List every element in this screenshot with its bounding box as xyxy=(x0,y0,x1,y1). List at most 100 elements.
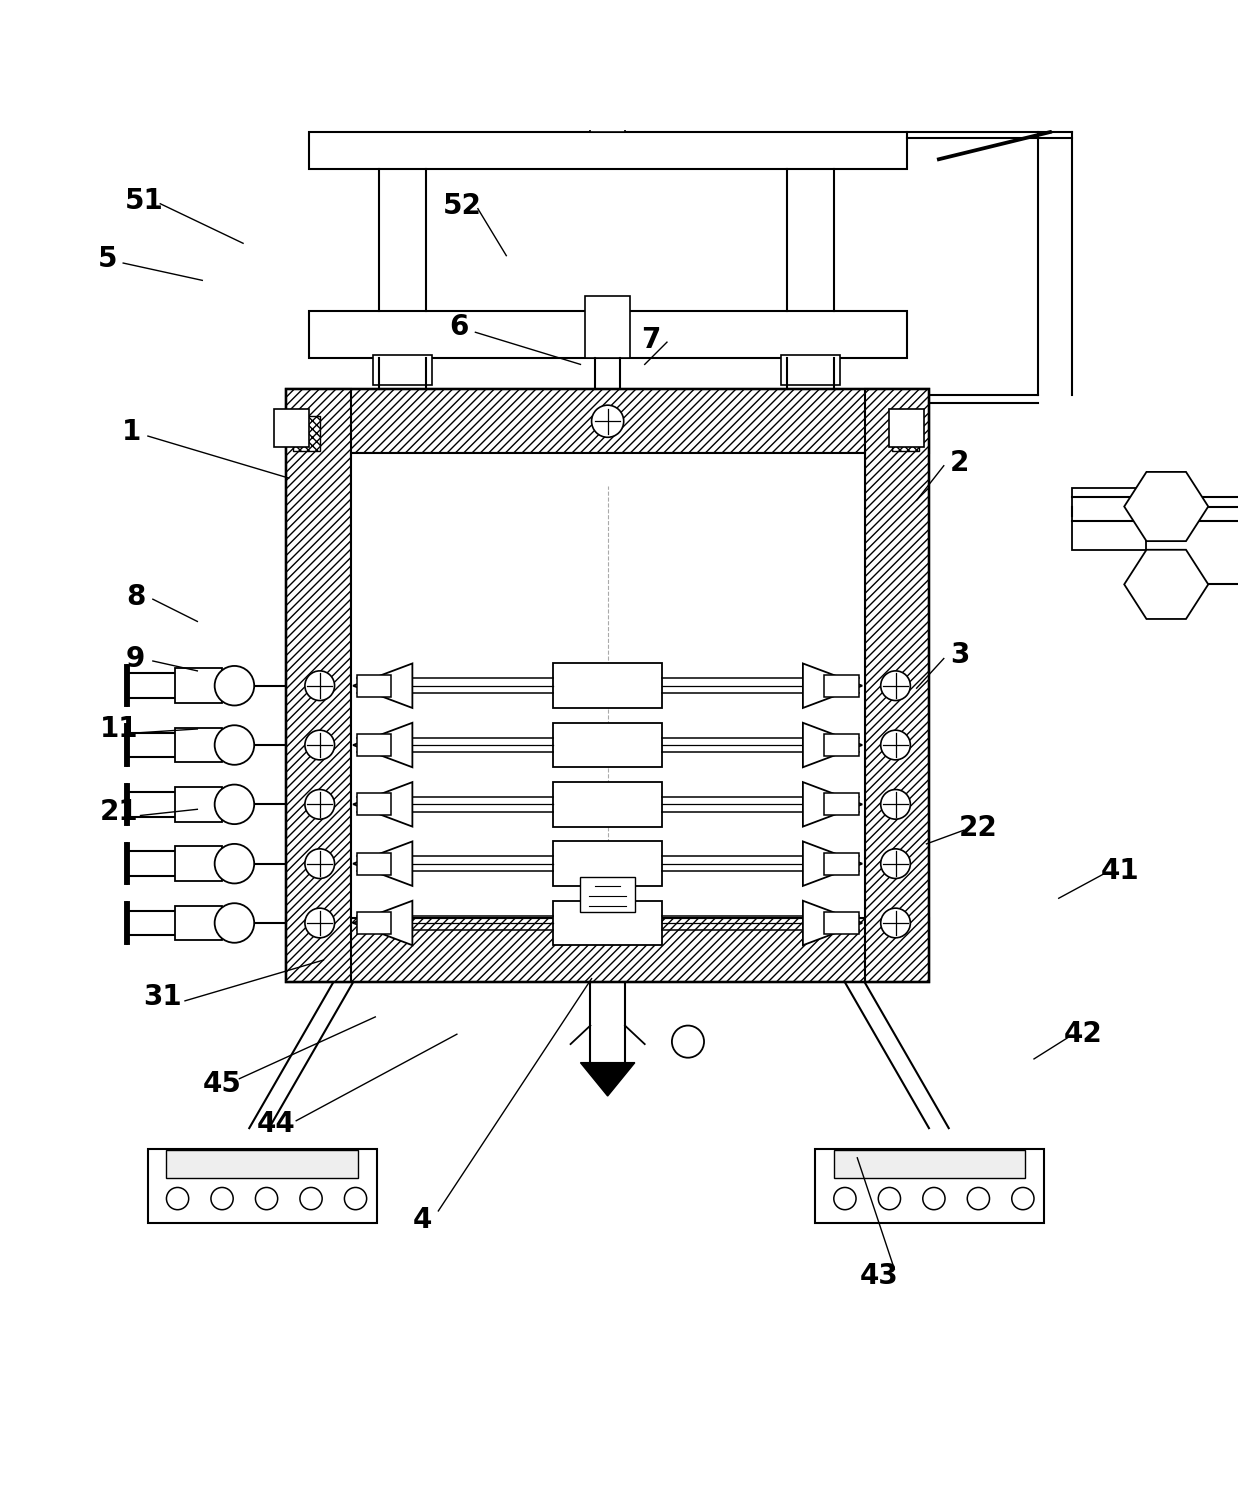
Bar xyxy=(286,389,929,982)
Circle shape xyxy=(345,1187,367,1209)
Bar xyxy=(357,734,392,756)
Text: 41: 41 xyxy=(1101,857,1140,885)
Text: 3: 3 xyxy=(950,641,970,668)
Bar xyxy=(175,846,222,881)
Bar xyxy=(823,734,858,756)
Bar xyxy=(823,912,858,934)
Circle shape xyxy=(305,730,335,759)
Bar xyxy=(815,1150,1044,1223)
Polygon shape xyxy=(804,901,862,945)
Circle shape xyxy=(305,789,335,819)
Bar xyxy=(585,296,630,359)
Text: 6: 6 xyxy=(450,314,469,341)
Bar xyxy=(166,1150,358,1178)
Text: 44: 44 xyxy=(257,1111,296,1138)
Circle shape xyxy=(215,665,254,706)
Circle shape xyxy=(305,907,335,937)
Bar xyxy=(580,878,635,912)
Bar xyxy=(357,674,392,697)
Circle shape xyxy=(880,907,910,937)
Bar xyxy=(833,1150,1025,1178)
Polygon shape xyxy=(353,722,413,767)
Text: 43: 43 xyxy=(861,1262,899,1290)
Bar xyxy=(274,408,309,447)
Text: 1: 1 xyxy=(123,419,141,447)
Text: 31: 31 xyxy=(144,984,182,1011)
Circle shape xyxy=(215,843,254,884)
Text: 11: 11 xyxy=(100,715,139,743)
Circle shape xyxy=(880,730,910,759)
Polygon shape xyxy=(804,722,862,767)
Bar xyxy=(553,842,662,887)
Circle shape xyxy=(672,1026,704,1057)
Text: 8: 8 xyxy=(126,583,145,611)
Bar xyxy=(309,132,906,169)
Circle shape xyxy=(211,1187,233,1209)
Bar xyxy=(864,389,929,982)
Polygon shape xyxy=(353,901,413,945)
Text: 51: 51 xyxy=(125,187,164,215)
Text: 22: 22 xyxy=(959,813,998,842)
Polygon shape xyxy=(1125,472,1208,541)
Bar xyxy=(175,906,222,940)
Bar xyxy=(175,728,222,762)
Bar xyxy=(148,1150,377,1223)
Circle shape xyxy=(880,789,910,819)
Circle shape xyxy=(215,725,254,765)
Circle shape xyxy=(880,671,910,701)
Circle shape xyxy=(880,849,910,879)
Text: 7: 7 xyxy=(641,326,661,354)
Bar xyxy=(889,408,924,447)
Circle shape xyxy=(591,405,624,438)
Text: 45: 45 xyxy=(202,1069,242,1097)
Text: 4: 4 xyxy=(413,1205,432,1233)
Bar xyxy=(1073,487,1147,550)
Circle shape xyxy=(305,671,335,701)
Circle shape xyxy=(833,1187,856,1209)
Text: 9: 9 xyxy=(126,644,145,673)
Bar xyxy=(373,354,433,386)
Polygon shape xyxy=(353,842,413,887)
Circle shape xyxy=(215,903,254,943)
Bar xyxy=(286,918,929,982)
Bar xyxy=(175,668,222,703)
Bar xyxy=(286,389,929,453)
Bar xyxy=(357,794,392,815)
Polygon shape xyxy=(804,842,862,887)
Text: 5: 5 xyxy=(98,245,117,274)
Circle shape xyxy=(305,849,335,879)
Bar xyxy=(357,852,392,875)
Bar xyxy=(553,901,662,945)
Circle shape xyxy=(967,1187,990,1209)
Bar xyxy=(823,794,858,815)
Polygon shape xyxy=(580,1063,635,1096)
Circle shape xyxy=(255,1187,278,1209)
Text: 21: 21 xyxy=(100,798,139,825)
Circle shape xyxy=(300,1187,322,1209)
Bar xyxy=(553,722,662,767)
Bar xyxy=(823,852,858,875)
Bar xyxy=(892,416,919,451)
Polygon shape xyxy=(353,664,413,709)
Text: 52: 52 xyxy=(443,193,481,220)
Circle shape xyxy=(1012,1187,1034,1209)
Bar xyxy=(293,416,320,451)
Bar xyxy=(351,453,864,918)
Circle shape xyxy=(923,1187,945,1209)
Bar xyxy=(175,786,222,822)
Text: 2: 2 xyxy=(950,450,970,477)
Bar xyxy=(357,912,392,934)
Text: 42: 42 xyxy=(1064,1020,1102,1048)
Polygon shape xyxy=(804,782,862,827)
Bar xyxy=(590,0,625,132)
Circle shape xyxy=(878,1187,900,1209)
Circle shape xyxy=(215,785,254,824)
Bar xyxy=(553,664,662,709)
Bar xyxy=(823,674,858,697)
Bar xyxy=(286,389,351,982)
Bar xyxy=(553,782,662,827)
Bar xyxy=(781,354,839,386)
Polygon shape xyxy=(1125,550,1208,619)
Polygon shape xyxy=(804,664,862,709)
Bar xyxy=(309,311,906,359)
